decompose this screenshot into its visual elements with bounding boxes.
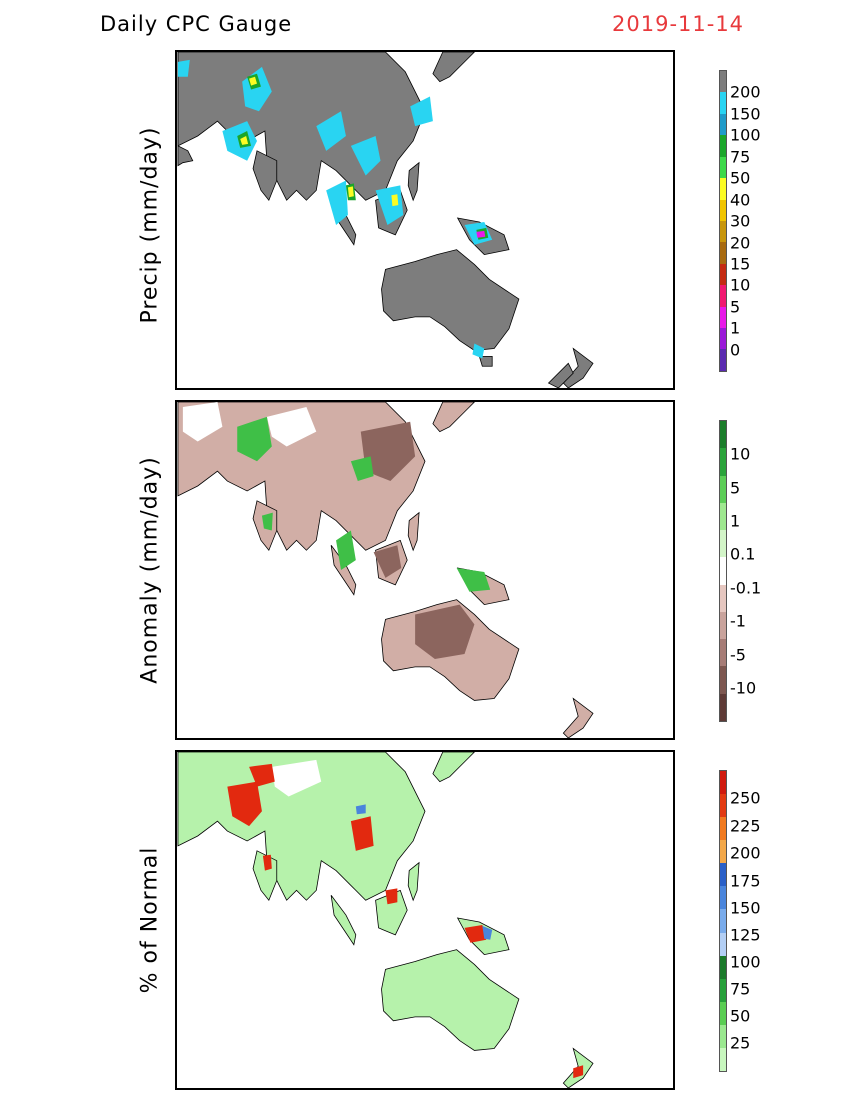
precip-tick: 20 <box>730 233 751 253</box>
percent-colorbar-segment <box>720 817 726 841</box>
percent-colorbar-segment <box>720 932 726 956</box>
precip-axis-label: Precip (mm/day) <box>137 126 163 324</box>
precip-colorbar-segment <box>720 328 726 350</box>
percent-colorbar-segment <box>720 1001 726 1025</box>
percent-tick: 175 <box>730 871 761 891</box>
percent-colorbar-segment <box>720 863 726 887</box>
precip-tick: 75 <box>730 147 751 167</box>
precip-colorbar-segment <box>720 178 726 200</box>
precip-colorbar-segment <box>720 113 726 136</box>
percent-tick: 50 <box>730 1006 751 1026</box>
anomaly-colorbar-segment <box>720 475 726 503</box>
percent-colorbar-segment <box>720 955 726 979</box>
precip-colorbar <box>719 70 727 372</box>
anomaly-colorbar <box>719 420 727 722</box>
precip-map <box>177 52 594 388</box>
anomaly-colorbar-segment <box>720 421 726 449</box>
anomaly-colorbar-segment <box>720 693 726 721</box>
anomaly-neutral <box>182 402 317 447</box>
precip-colorbar-segment <box>720 306 726 329</box>
percent-colorbar-segment <box>720 909 726 933</box>
anomaly-colorbar-segment <box>720 557 726 585</box>
precip-tick: 40 <box>730 190 751 210</box>
precip-colorbar-segment <box>720 156 726 179</box>
percent-tick: 200 <box>730 843 761 863</box>
percent-colorbar-segment <box>720 1047 726 1072</box>
anomaly-tick: -0.1 <box>730 578 762 598</box>
precip-tick: 50 <box>730 168 751 188</box>
percent-colorbar-segment <box>720 840 726 864</box>
anomaly-axis-label: Anomaly (mm/day) <box>137 456 163 684</box>
percent-tick: 150 <box>730 898 761 918</box>
precip-colorbar-segment <box>720 349 726 371</box>
anomaly-map <box>177 402 594 738</box>
percent-normal-map-frame <box>175 750 675 1090</box>
anomaly-colorbar-segment <box>720 530 726 558</box>
percent-normal-axis-label: % of Normal <box>137 846 163 994</box>
precip-tick: 30 <box>730 211 751 231</box>
precip-rain-light <box>177 59 493 359</box>
percent-dry-white <box>271 759 322 797</box>
precip-colorbar-segment <box>720 92 726 114</box>
precip-colorbar-segment <box>720 242 726 264</box>
anomaly-map-frame <box>175 400 675 740</box>
precip-colorbar-segment <box>720 263 726 286</box>
precip-colorbar-segment <box>720 199 726 221</box>
anomaly-dry <box>360 421 475 659</box>
percent-tick: 250 <box>730 788 761 808</box>
anomaly-colorbar-segment <box>720 448 726 476</box>
percent-tick: 125 <box>730 925 761 945</box>
anomaly-colorbar-segment <box>720 666 726 694</box>
precip-tick: 100 <box>730 125 761 145</box>
precip-colorbar-segment <box>720 135 726 157</box>
percent-colorbar-segment <box>720 794 726 818</box>
precip-colorbar-segment <box>720 71 726 93</box>
anomaly-tick: -1 <box>730 611 746 631</box>
precip-map-frame <box>175 50 675 390</box>
anomaly-colorbar-segment <box>720 584 726 612</box>
percent-colorbar-segment <box>720 886 726 910</box>
percent-normal-colorbar <box>719 770 727 1072</box>
percent-above-normal <box>355 804 493 940</box>
precip-tick: 200 <box>730 82 761 102</box>
precip-tick: 5 <box>730 297 741 317</box>
precip-tick: 10 <box>730 275 751 295</box>
percent-colorbar-segment <box>720 1024 726 1048</box>
precip-colorbar-segment <box>720 285 726 307</box>
anomaly-tick: 0.1 <box>730 544 756 564</box>
anomaly-tick: -5 <box>730 645 746 665</box>
precip-land <box>177 52 594 388</box>
percent-tick: 225 <box>730 816 761 836</box>
precip-tick: 150 <box>730 104 761 124</box>
anomaly-wet <box>237 416 491 592</box>
anomaly-colorbar-segment <box>720 639 726 667</box>
anomaly-tick: 1 <box>730 511 741 531</box>
chart-title: Daily CPC Gauge <box>100 12 293 36</box>
anomaly-tick: 10 <box>730 444 751 464</box>
precip-tick: 0 <box>730 340 741 360</box>
anomaly-tick: -10 <box>730 678 757 698</box>
percent-tick: 100 <box>730 952 761 972</box>
precip-rain-heavy <box>240 76 399 207</box>
percent-tick: 25 <box>730 1033 751 1053</box>
percent-colorbar-segment <box>720 978 726 1002</box>
percent-very-wet <box>227 763 584 1079</box>
percent-normal-map <box>177 752 594 1088</box>
percent-colorbar-segment <box>720 771 726 795</box>
precip-tick: 1 <box>730 318 741 338</box>
date-label: 2019-11-14 <box>612 12 745 36</box>
precip-colorbar-segment <box>720 220 726 243</box>
anomaly-tick: 5 <box>730 478 741 498</box>
percent-tick: 75 <box>730 979 751 999</box>
anomaly-colorbar-segment <box>720 502 726 531</box>
precip-rain-extreme <box>476 230 486 238</box>
anomaly-colorbar-segment <box>720 611 726 640</box>
precip-tick: 15 <box>730 254 751 274</box>
